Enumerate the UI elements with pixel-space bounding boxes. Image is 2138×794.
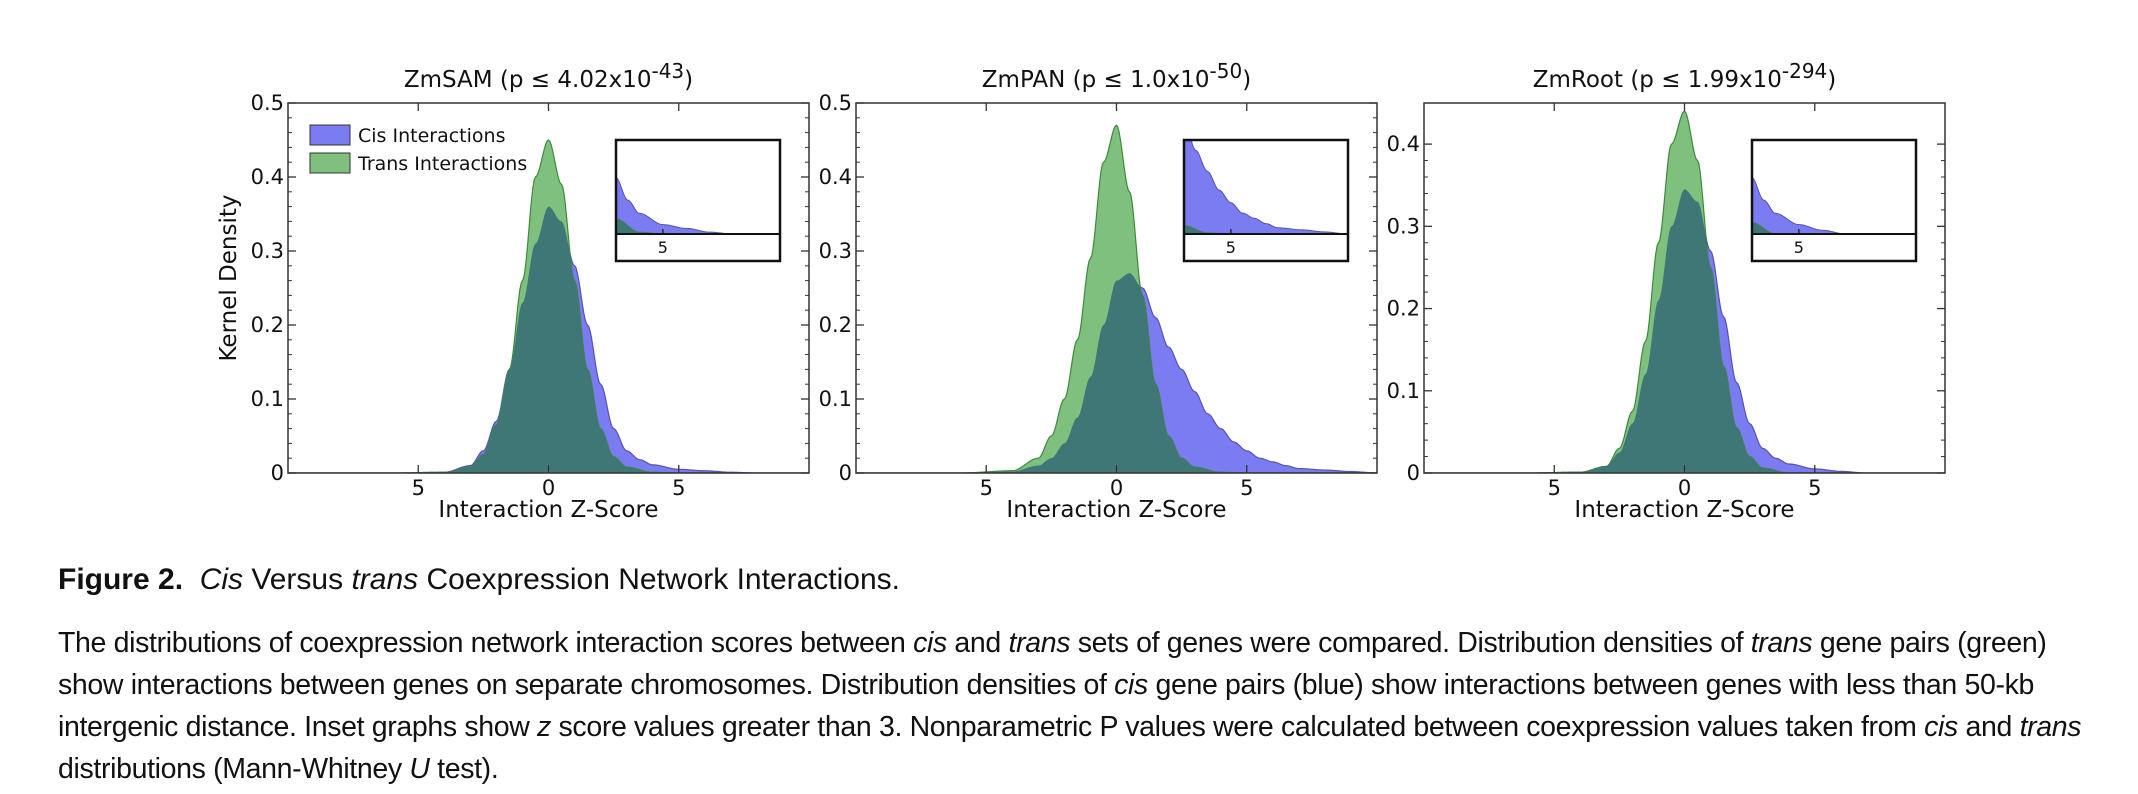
x-tick-label: 5 xyxy=(980,476,993,500)
y-tick-label: 0.5 xyxy=(251,91,284,115)
y-tick-label: 0.2 xyxy=(251,313,284,337)
legend-label: Trans Interactions xyxy=(357,153,527,175)
inset-x-tick-label: 5 xyxy=(1226,238,1236,257)
figure-title: Cis Versus trans Coexpression Network In… xyxy=(200,563,900,596)
inset-overlap-area xyxy=(1752,222,1916,234)
x-tick-label: 0 xyxy=(1110,476,1123,500)
x-tick-label: 5 xyxy=(412,476,425,500)
chart-title-end: ) xyxy=(1827,67,1836,93)
x-axis-label: Interaction Z-Score xyxy=(1006,497,1226,523)
legend-swatch-cis xyxy=(309,124,351,146)
caption-run: U xyxy=(409,753,430,785)
caption-run: trans xyxy=(2019,711,2082,743)
chart-title: ZmRoot (p ≤ 1.99x10-294) xyxy=(1533,59,1837,93)
y-tick-label: 0.1 xyxy=(1387,379,1420,403)
legend-swatch-trans xyxy=(309,152,351,174)
caption-run: gene pairs (blue) show interactions betw… xyxy=(58,669,2035,743)
chart-title-end: ) xyxy=(1242,67,1251,93)
chart-panel-2: 0 0.1 0.2 0.3 0.4 0.5 5 0 5 ZmPAN (p ≤ 1.0x10-50)… xyxy=(819,59,1378,523)
y-tick-label: 0.3 xyxy=(1387,214,1420,238)
inset-frame xyxy=(1182,138,1350,263)
title-run: trans xyxy=(351,563,419,596)
chart-title-main: ZmRoot (p ≤ 1.99x10 xyxy=(1533,67,1782,93)
caption-run: distributions (Mann-Whitney xyxy=(58,753,410,785)
y-tick-label: 0.1 xyxy=(819,387,852,411)
chart-title-end: ) xyxy=(684,67,693,93)
inset-graph: 5 xyxy=(1182,138,1350,263)
x-tick-label: 0 xyxy=(1678,476,1691,500)
y-tick-label: 0 xyxy=(839,461,852,485)
y-tick-label: 0.2 xyxy=(1387,297,1420,321)
y-tick-label: 0.3 xyxy=(819,239,852,263)
legend-label: Cis Interactions xyxy=(358,125,505,147)
y-tick-label: 0.5 xyxy=(819,91,852,115)
overlap-density-area xyxy=(1424,189,1945,473)
inset-x-tick-label: 5 xyxy=(1794,238,1804,257)
y-tick-label: 0.3 xyxy=(251,239,284,263)
caption-run: and xyxy=(946,627,1009,659)
y-tick-label: 0.4 xyxy=(251,165,284,189)
x-tick-label: 5 xyxy=(1240,476,1253,500)
caption-run: and xyxy=(1957,711,2020,743)
chart-title-exponent: -294 xyxy=(1782,59,1827,83)
y-tick-label: 0.1 xyxy=(251,387,284,411)
y-tick-label: 0 xyxy=(1407,461,1420,485)
title-run: Versus xyxy=(243,563,352,596)
inset-frame xyxy=(1750,138,1918,263)
inset-frame xyxy=(614,138,782,263)
chart-title-exponent: -50 xyxy=(1210,59,1243,83)
figure-caption-title: Figure 2. Cis Versus trans Coexpression … xyxy=(58,562,900,598)
caption-run: z xyxy=(537,711,551,743)
caption-run: gene pairs (green) show interactions bet… xyxy=(58,627,2047,701)
inset-cis-area xyxy=(616,177,780,234)
inset-cis-area xyxy=(1184,140,1348,234)
x-axis-label: Interaction Z-Score xyxy=(438,497,658,523)
chart-title-main: ZmSAM (p ≤ 4.02x10 xyxy=(404,67,652,93)
caption-run: trans xyxy=(1008,627,1071,659)
overlap-density-area xyxy=(856,273,1377,473)
inset-graph: 5 xyxy=(614,138,782,263)
caption-run: The distributions of coexpression networ… xyxy=(58,627,914,659)
inset-graph: 5 xyxy=(1750,138,1918,263)
inset-x-tick-label: 5 xyxy=(658,238,668,257)
figure-panels: 0 0.1 0.2 0.3 0.4 0.5 5 0 5 ZmSAM (p ≤ 4.02x10-43… xyxy=(216,59,1946,523)
y-tick-label: 0.4 xyxy=(819,165,852,189)
legend: Cis Interactions Trans Interactions xyxy=(309,124,527,175)
chart-panel-3: 0 0.1 0.2 0.3 0.4 5 0 5 ZmRoot (p ≤ 1.99x10-294)… xyxy=(1387,59,1946,523)
x-tick-label: 5 xyxy=(1808,476,1821,500)
x-axis-label: Interaction Z-Score xyxy=(1574,497,1794,523)
caption-run: cis xyxy=(1924,711,1958,743)
y-tick-label: 0.2 xyxy=(819,313,852,337)
chart-panel-1: 0 0.1 0.2 0.3 0.4 0.5 5 0 5 ZmSAM (p ≤ 4.02x10-43… xyxy=(216,59,810,523)
chart-title-exponent: -43 xyxy=(651,59,684,83)
x-tick-label: 5 xyxy=(672,476,685,500)
x-tick-label: 0 xyxy=(542,476,555,500)
y-tick-label: 0.4 xyxy=(1387,132,1420,156)
caption-run: trans xyxy=(1750,627,1813,659)
y-axis-label: Kernel Density xyxy=(216,194,242,361)
y-tick-label: 0 xyxy=(271,461,284,485)
chart-title: ZmSAM (p ≤ 4.02x10-43) xyxy=(404,59,693,93)
overlap-density-area xyxy=(288,206,809,473)
caption-run: test). xyxy=(429,753,499,785)
title-run: Coexpression Network Interactions. xyxy=(418,563,901,596)
x-tick-label: 5 xyxy=(1548,476,1561,500)
chart-title: ZmPAN (p ≤ 1.0x10-50) xyxy=(982,59,1251,93)
caption-run: sets of genes were compared. Distributio… xyxy=(1070,627,1751,659)
figure-caption-body: The distributions of coexpression networ… xyxy=(58,622,2108,790)
chart-title-main: ZmPAN (p ≤ 1.0x10 xyxy=(982,67,1210,93)
caption-run: score values greater than 3. Nonparametr… xyxy=(550,711,1925,743)
caption-run: cis xyxy=(1114,669,1148,701)
caption-run: cis xyxy=(913,627,947,659)
inset-overlap-area xyxy=(616,218,780,234)
inset-cis-area xyxy=(1752,177,1916,234)
figure-label: Figure 2. xyxy=(58,563,184,596)
title-run: Cis xyxy=(199,563,244,596)
